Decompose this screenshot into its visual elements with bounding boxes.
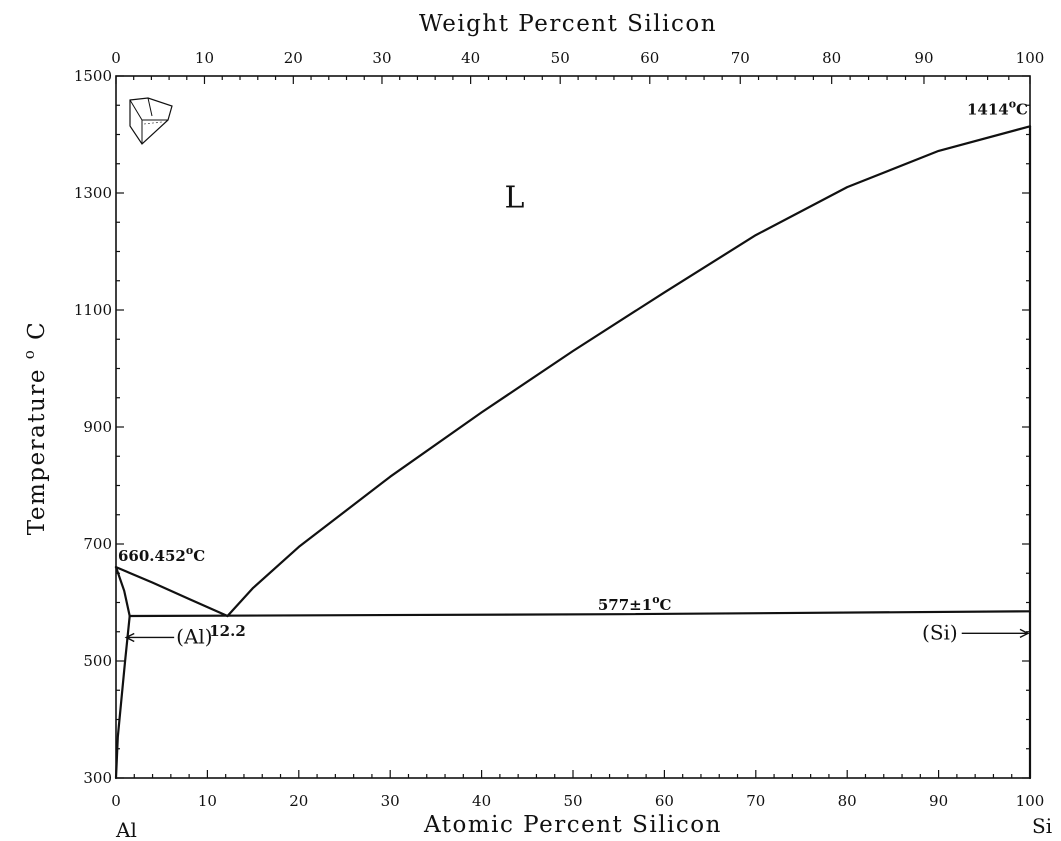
al-arrow <box>124 632 175 643</box>
annotation-unit: C <box>1016 100 1028 118</box>
y-tick-label: 1300 <box>74 184 112 202</box>
annotation: 577±1oC <box>598 593 672 614</box>
x-tick-label: 30 <box>381 792 400 810</box>
x-tick-label: 60 <box>655 792 674 810</box>
annotation-degree: o <box>186 544 193 557</box>
annotation: 12.2 <box>209 622 246 640</box>
y-tick-label: 900 <box>83 418 112 436</box>
y-axis-title: Temperature <box>24 368 50 535</box>
y-tick-label: 1500 <box>74 67 112 85</box>
x2-tick-label: 100 <box>1016 49 1045 67</box>
si-arrow <box>961 628 1030 638</box>
x2-tick-label: 70 <box>731 49 750 67</box>
element-label-left: Al <box>115 818 137 841</box>
y-tick-label: 300 <box>83 769 112 787</box>
x-tick-label: 20 <box>289 792 308 810</box>
annotation: 1414oC <box>967 97 1028 118</box>
x-tick-label: 100 <box>1016 792 1045 810</box>
svg-text:Temperature o C: Temperature o C <box>14 321 50 535</box>
x2-tick-label: 30 <box>372 49 391 67</box>
x-tick-label: 50 <box>563 792 582 810</box>
phase-label: L <box>504 181 524 216</box>
top-axis-title: Weight Percent Silicon <box>419 11 717 37</box>
y-axis-unit: C <box>24 321 50 340</box>
x2-tick-label: 10 <box>195 49 214 67</box>
annotation-unit: C <box>193 547 205 565</box>
x2-tick-label: 0 <box>111 49 121 67</box>
structure-icon <box>129 97 173 145</box>
phase-label: (Si) <box>922 620 958 644</box>
phase-boundary-4 <box>114 614 131 780</box>
x-tick-label: 90 <box>929 792 948 810</box>
y-tick-label: 700 <box>83 535 112 553</box>
y-tick-label: 500 <box>83 652 112 670</box>
annotation-value: 1414 <box>967 100 1009 118</box>
x2-tick-label: 50 <box>551 49 570 67</box>
y-tick-label: 1100 <box>74 301 112 319</box>
y-axis-unit-degree: o <box>20 349 38 360</box>
annotation-degree: o <box>1009 97 1016 110</box>
phase-label: (Al) <box>176 624 212 648</box>
annotation-value: 577±1 <box>598 596 652 614</box>
x-tick-label: 10 <box>198 792 217 810</box>
annotation: 660.452oC <box>118 544 205 565</box>
x2-tick-label: 40 <box>461 49 480 67</box>
x-tick-label: 0 <box>111 792 121 810</box>
phase-boundary-2 <box>128 610 1032 618</box>
x-tick-label: 80 <box>838 792 857 810</box>
phase-boundary-3 <box>114 565 131 618</box>
x-tick-label: 70 <box>746 792 765 810</box>
bottom-axis-title: Atomic Percent Silicon <box>423 812 722 838</box>
phase-boundary-1 <box>226 125 1032 618</box>
annotation-value: 660.452 <box>118 547 186 565</box>
annotation-value: 12.2 <box>209 622 246 640</box>
x-tick-label: 40 <box>472 792 491 810</box>
annotation-unit: C <box>660 596 672 614</box>
annotation-degree: o <box>652 593 659 606</box>
phase-boundary-0 <box>114 565 229 618</box>
x2-tick-label: 90 <box>914 49 933 67</box>
x2-tick-label: 80 <box>822 49 841 67</box>
x2-tick-label: 20 <box>284 49 303 67</box>
x2-tick-label: 60 <box>640 49 659 67</box>
plot-frame <box>115 75 1031 779</box>
element-label-right: Si <box>1032 814 1052 838</box>
